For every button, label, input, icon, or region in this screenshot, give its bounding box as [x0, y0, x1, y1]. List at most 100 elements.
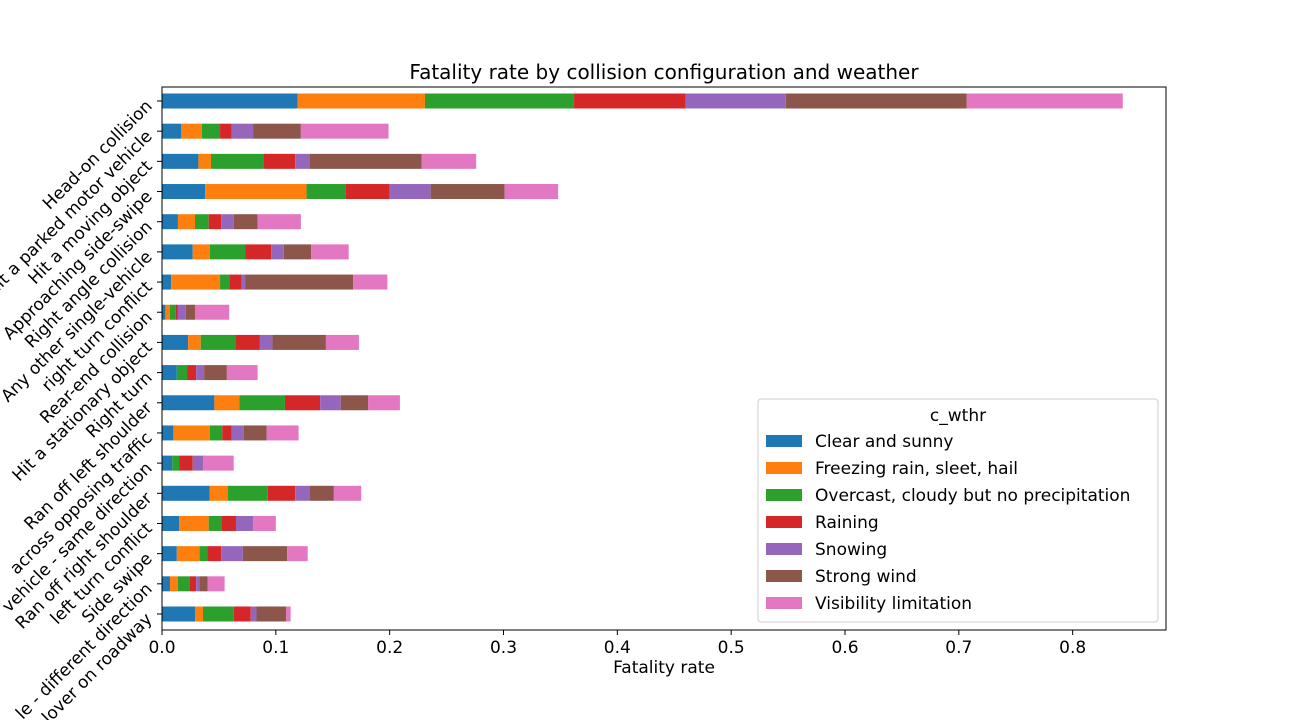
chart-title: Fatality rate by collision configuration… [409, 60, 919, 84]
bar-segment [253, 123, 301, 139]
bar-segment [309, 153, 422, 169]
legend-swatch [766, 489, 802, 501]
x-tick-label: 0.8 [1059, 638, 1086, 658]
bar-segment [574, 93, 686, 109]
bar-segment [176, 365, 188, 381]
bar-segment [165, 304, 170, 320]
bar-segment [345, 184, 390, 200]
bar-segment [162, 93, 298, 109]
bar-segment [263, 153, 296, 169]
bar-segment [162, 184, 206, 200]
bar-segment [209, 485, 229, 501]
bar-segment [172, 455, 180, 471]
bar-segment [284, 395, 321, 411]
bar-segment [189, 576, 197, 592]
bar-segment [235, 334, 260, 350]
bar-segment [162, 515, 180, 531]
bar-segment [229, 274, 242, 290]
bar-segment [162, 153, 199, 169]
bar-segment [207, 546, 222, 562]
bar-segment [272, 334, 326, 350]
bar-segment [192, 244, 210, 260]
x-tick-label: 0.2 [376, 638, 403, 658]
bar-segment [187, 365, 197, 381]
bar-segment [177, 576, 190, 592]
bar-segment [169, 304, 176, 320]
bar-segment [243, 425, 267, 441]
bar-segment [181, 123, 202, 139]
bar-segment [256, 606, 287, 622]
bar-segment [188, 334, 201, 350]
bar-segment [283, 244, 312, 260]
bar-segment [226, 365, 258, 381]
bar-segment [242, 546, 288, 562]
bar-segment [196, 576, 200, 592]
bar-segment [295, 153, 310, 169]
bar-segment [173, 425, 210, 441]
bar-segment [368, 395, 400, 411]
bar-segment [195, 304, 230, 320]
bar-segment [221, 546, 243, 562]
bar-segment [311, 244, 349, 260]
legend-label: Snowing [815, 540, 887, 560]
bar-segment [202, 606, 234, 622]
bar-segment [353, 274, 388, 290]
bar-segment [286, 606, 291, 622]
bar-segment [209, 425, 223, 441]
bar-segment [231, 123, 254, 139]
bar-segment [685, 93, 786, 109]
bar-segment [210, 153, 264, 169]
bar-segment [196, 365, 205, 381]
bar-segment [389, 184, 431, 200]
bar-segment [233, 606, 251, 622]
bar-segment [177, 214, 196, 230]
bar-segment [233, 214, 258, 230]
bar-segment [504, 184, 559, 200]
x-tick-label: 0.7 [945, 638, 972, 658]
x-axis-ticks: 0.0 0.1 0.2 0.3 0.4 0.5 0.6 0.7 0.8 [148, 630, 1086, 658]
bar-segment [221, 214, 234, 230]
bar-segment [162, 274, 172, 290]
bar-segment [214, 395, 240, 411]
bar-segment [320, 395, 341, 411]
bar-segment [208, 515, 222, 531]
bar-segment [162, 244, 193, 260]
bar-segment [209, 244, 246, 260]
bar-segment [267, 485, 296, 501]
bar-segment [162, 395, 215, 411]
bar-segment [169, 576, 178, 592]
bar-segment [185, 304, 196, 320]
x-tick-label: 0.4 [604, 638, 631, 658]
legend-swatch [766, 516, 802, 528]
bar-segment [195, 214, 209, 230]
x-tick-label: 0.0 [148, 638, 175, 658]
bar-segment [208, 214, 222, 230]
x-tick-label: 0.1 [262, 638, 289, 658]
bar-segment [421, 153, 477, 169]
bar-segment [162, 455, 173, 471]
legend-swatch [766, 435, 802, 447]
bar-segment [220, 123, 232, 139]
legend: c_wthr Clear and sunny Freezing rain, slee… [757, 398, 1159, 623]
bar-segment [250, 606, 257, 622]
x-axis-label: Fatality rate [613, 658, 715, 678]
bar-segment [287, 546, 308, 562]
bar-segment [309, 485, 334, 501]
bar-segment [162, 214, 178, 230]
bar-segment [300, 123, 389, 139]
legend-box [757, 398, 1159, 623]
bar-segment [231, 425, 244, 441]
bar-segment [259, 334, 273, 350]
x-tick-label: 0.6 [831, 638, 858, 658]
bar-segment [220, 274, 230, 290]
bar-segment [175, 304, 178, 320]
bar-segment [340, 395, 369, 411]
legend-swatch [766, 462, 802, 474]
bar-segment [205, 184, 307, 200]
bar-segment [179, 455, 193, 471]
legend-swatch [766, 570, 802, 582]
bar-segment [176, 546, 200, 562]
bar-segment [199, 576, 208, 592]
